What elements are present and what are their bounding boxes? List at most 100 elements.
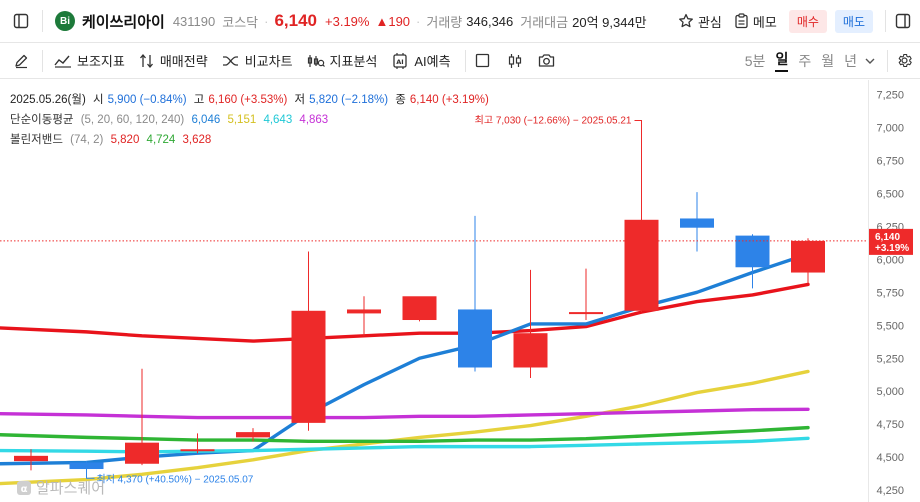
company-logo: Bi [55,11,75,31]
candle [735,234,770,289]
indicator-button[interactable]: 보조지표 [54,51,125,70]
stock-code: 431190 [172,13,216,29]
high-annotation: 최고 7,030 (−12.66%) − 2025.05.21 [475,115,632,127]
panel-toggle-button[interactable] [886,0,920,43]
period-week[interactable]: 주 [798,52,812,69]
ma-value-1: 6,046 [191,114,221,126]
candle-body [680,218,714,228]
divider [464,49,466,72]
gear-icon [898,53,912,68]
watch-label: 관심 [697,14,722,30]
candle [125,368,159,466]
divider [887,49,888,72]
y-tick-label: 4,250 [876,485,904,497]
candle-body [624,219,659,311]
candle-body [569,312,603,315]
y-tick-label: 4,500 [876,452,904,464]
layout-button[interactable] [466,43,500,79]
low-label: 저 [294,94,306,106]
annotations: 6,140+3.19% 최고 7,030 (−12.66%) − 2025.05.… [0,115,913,485]
price-chart[interactable]: 4,250 4,500 4,750 5,000 5,250 5,500 5,750 6,000… [0,80,920,502]
screenshot-button[interactable] [530,43,564,79]
strategy-button[interactable]: 매매전략 [139,51,208,70]
candle-body [513,333,548,368]
current-price-label: 6,140 [875,232,900,243]
chart-toolbar: 보조지표 매매전략 비교차트 지표분석 AI [0,43,920,79]
watch-button[interactable]: 관심 [678,12,722,31]
candle-body [735,235,770,268]
indicator-line-3 [0,369,810,486]
ma-label: 단순이동평균 [10,114,74,126]
ai-icon: AI [393,52,408,69]
settings-button[interactable] [888,43,920,79]
analysis-button[interactable]: 지표분석 [307,51,377,70]
ma-value-4: 4,863 [299,114,329,126]
period-year[interactable]: 년 [844,52,857,69]
pencil-icon [15,54,28,68]
watermark-text: 알파스퀘어 [36,480,106,497]
ohlc-legend: 2025.05.26(월) 시 5,900 (−0.84%) 고 6,160 (+3… [10,91,493,107]
candle [236,428,270,442]
high-value: 6,160 (+3.53%) [208,94,288,106]
y-tick-label: 6,000 [876,254,904,266]
legend-date: 2025.05.26(월) [10,94,86,106]
sidebar-toggle-button[interactable] [0,0,42,43]
high-marker [634,120,642,132]
close-label: 종 [395,94,406,106]
candle [624,123,659,313]
period-dropdown[interactable] [863,43,877,79]
stock-name[interactable]: 케이쓰리아이 [82,13,165,31]
y-tick-label: 7,250 [876,90,904,102]
y-tick-label: 5,750 [876,287,904,299]
volume-label: 거래량 [426,14,463,30]
close-value: 6,140 (+3.19%) [409,94,489,106]
panel-toggle-icon [895,13,911,29]
bb-params: (74, 2) [70,134,104,146]
compare-button[interactable]: 비교차트 [222,51,293,70]
bb-value-1: 5,820 [110,134,140,146]
memo-button[interactable]: 메모 [734,12,777,31]
watermark: α 알파스퀘어 [16,477,105,498]
candle [680,192,714,252]
candle-body [14,455,48,462]
ma-params: (5, 20, 60, 120, 240) [80,114,185,126]
candle-body [291,310,326,423]
star-icon [679,13,693,28]
volume-value: 346,346 [466,13,514,29]
indicator-line-5 [0,425,810,444]
chart-type-button[interactable] [500,43,530,79]
period-5min[interactable]: 5분 [744,52,766,69]
candle-body [402,296,437,321]
candle-body [347,309,381,314]
low-annotation: 최저 4,370 (+40.50%) − 2025.05.07 [97,473,254,485]
candle-icon [508,53,521,68]
open-value: 5,900 (−0.84%) [107,94,187,106]
period-month[interactable]: 월 [821,52,835,69]
y-tick-label: 5,250 [876,353,904,365]
draw-tool-button[interactable] [0,43,42,79]
ai-predict-button[interactable]: AI AI예측 [391,51,451,70]
ma-legend[interactable]: 단순이동평균 (5, 20, 60, 120, 240) 6,046 5,151… [10,111,332,127]
candlesticks [14,123,825,475]
divider [42,10,43,32]
y-axis: 4,250 4,500 4,750 5,000 5,250 5,500 5,750 6,000… [876,90,904,498]
bb-value-3: 3,628 [182,134,212,146]
indicator-line-4 [0,407,810,420]
svg-text:α: α [21,484,28,495]
sell-button[interactable]: 매도 [834,9,873,33]
compare-icon [222,55,238,66]
moving-average-lines [0,252,810,486]
change-percent: +3.19% [325,13,370,29]
current-price: 6,140 [274,11,318,30]
ai-predict-label: AI예측 [414,54,451,69]
candle [14,449,48,471]
amount-value: 20억 9,344만 [572,14,647,30]
candle-body [125,442,159,464]
candle [791,238,825,284]
svg-text:AI: AI [397,58,404,66]
period-day[interactable]: 일 [775,49,789,72]
bb-legend[interactable]: 볼린저밴드 (74, 2) 5,820 4,724 3,628 [10,131,215,147]
indicator-line-6 [0,436,810,454]
y-tick-label: 7,000 [876,122,904,134]
buy-button[interactable]: 매수 [788,9,827,33]
